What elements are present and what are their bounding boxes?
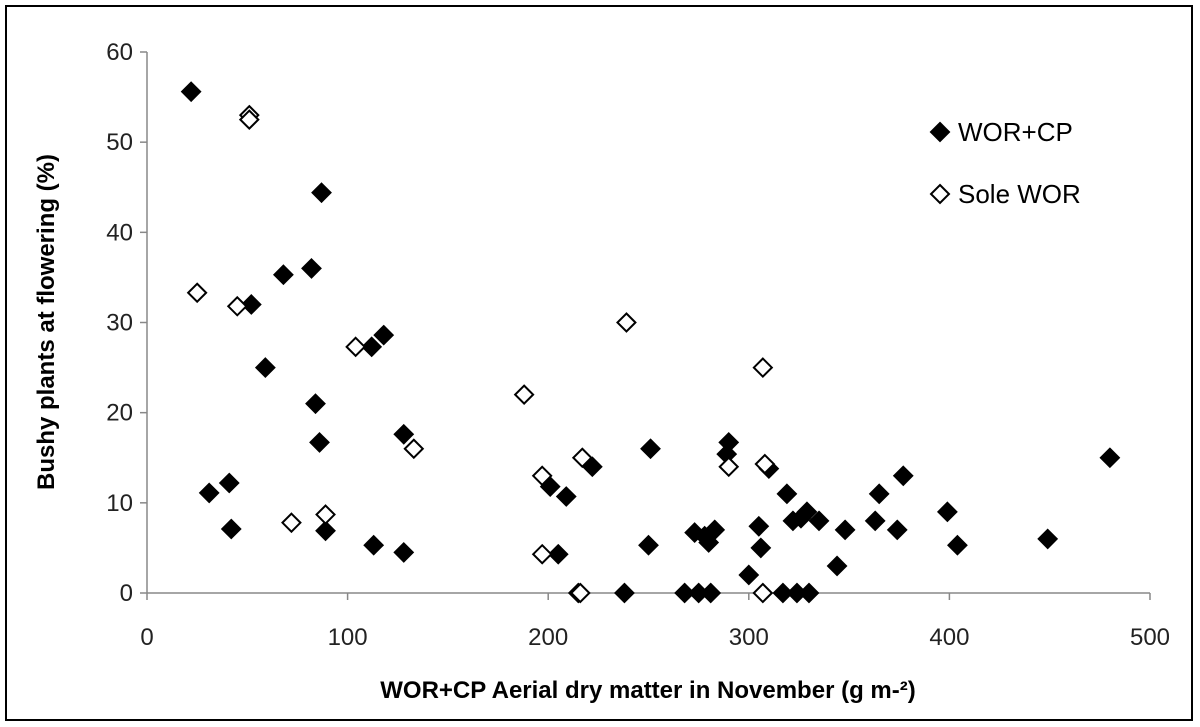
point-wor-cp: [834, 519, 856, 541]
y-tick-label: 0: [120, 580, 133, 607]
point-wor-cp: [373, 324, 395, 346]
point-wor-cp: [254, 357, 276, 378]
point-wor-cp: [220, 518, 242, 540]
point-sole-wor: [754, 453, 776, 475]
point-sole-wor: [752, 357, 774, 378]
legend-marker-filled-diamond: [929, 121, 951, 143]
legend-item-sole-wor: Sole WOR: [929, 179, 1081, 209]
point-wor-cp: [936, 501, 958, 523]
point-wor-cp: [772, 582, 794, 604]
point-sole-wor: [531, 543, 553, 565]
point-wor-cp: [301, 257, 322, 279]
legend-label-sole-wor: Sole WOR: [958, 179, 1081, 209]
y-tick-label: 40: [106, 219, 133, 246]
point-wor-cp: [272, 264, 294, 286]
point-wor-cp: [240, 294, 262, 315]
x-tick-label: 100: [328, 624, 368, 651]
point-wor-cp: [868, 483, 890, 505]
point-wor-cp: [718, 432, 740, 453]
point-wor-cp: [311, 182, 332, 204]
y-axis-title: Bushy plants at flowering (%): [33, 154, 60, 490]
point-wor-cp: [638, 534, 659, 556]
point-sole-wor: [186, 282, 208, 304]
legend-marker-open-diamond: [929, 183, 951, 205]
point-wor-cp: [305, 393, 326, 415]
legend-item-wor-cp: WOR+CP: [929, 117, 1073, 147]
x-tick-label: 400: [929, 624, 969, 651]
point-wor-cp: [826, 555, 848, 577]
data-points: [180, 81, 1121, 604]
point-wor-cp: [796, 501, 818, 523]
point-wor-cp: [808, 510, 830, 532]
point-wor-cp: [947, 534, 968, 556]
point-wor-cp: [315, 520, 336, 542]
point-wor-cp: [555, 486, 577, 507]
point-wor-cp: [700, 582, 722, 604]
point-wor-cp: [363, 534, 385, 556]
point-wor-cp: [776, 483, 798, 505]
point-sole-wor: [226, 295, 248, 317]
legend-label-wor-cp: WOR+CP: [958, 117, 1073, 147]
point-wor-cp: [547, 543, 569, 565]
point-wor-cp: [1037, 528, 1059, 550]
point-wor-cp: [309, 432, 330, 453]
point-sole-wor: [616, 312, 637, 333]
point-wor-cp: [198, 482, 220, 504]
point-sole-wor: [718, 456, 740, 478]
x-tick-label: 500: [1130, 624, 1170, 651]
x-tick-label: 200: [528, 624, 568, 651]
x-tick-label: 0: [140, 624, 153, 651]
point-wor-cp: [361, 336, 383, 358]
y-tick-labels: 0 10 20 30 40 50 60: [106, 39, 133, 607]
point-wor-cp: [393, 542, 415, 563]
point-wor-cp: [704, 519, 726, 541]
legend: WOR+CP Sole WOR: [929, 117, 1081, 209]
point-sole-wor: [752, 582, 774, 604]
point-wor-cp: [393, 423, 415, 445]
point-wor-cp: [798, 582, 820, 604]
point-sole-wor: [513, 384, 535, 406]
point-sole-wor: [238, 109, 260, 131]
point-wor-cp: [886, 519, 908, 541]
y-tick-label: 50: [106, 129, 133, 156]
point-sole-wor: [531, 465, 553, 487]
x-tick-labels: 0 100 200 300 400 500: [140, 624, 1170, 651]
axes: [140, 51, 1151, 600]
point-wor-cp: [1099, 447, 1121, 469]
point-wor-cp: [750, 537, 772, 559]
point-sole-wor: [281, 512, 302, 534]
y-tick-label: 10: [106, 490, 133, 517]
y-tick-label: 60: [106, 39, 133, 66]
point-sole-wor: [403, 438, 425, 460]
point-sole-wor: [571, 447, 593, 469]
point-wor-cp: [614, 582, 635, 604]
y-tick-label: 20: [106, 400, 133, 427]
point-wor-cp: [218, 472, 240, 494]
point-wor-cp: [748, 515, 770, 537]
point-wor-cp: [864, 510, 886, 532]
point-wor-cp: [180, 81, 202, 103]
point-wor-cp: [640, 438, 661, 460]
chart-frame: [5, 5, 1193, 721]
y-tick-label: 30: [106, 310, 133, 337]
point-wor-cp: [674, 582, 696, 604]
point-sole-wor: [345, 336, 367, 358]
x-tick-label: 300: [729, 624, 769, 651]
point-sole-wor: [569, 582, 591, 604]
point-wor-cp: [892, 465, 914, 487]
point-wor-cp: [738, 564, 760, 586]
point-sole-wor: [315, 504, 336, 525]
x-axis-title: WOR+CP Aerial dry matter in November (g …: [380, 677, 915, 704]
